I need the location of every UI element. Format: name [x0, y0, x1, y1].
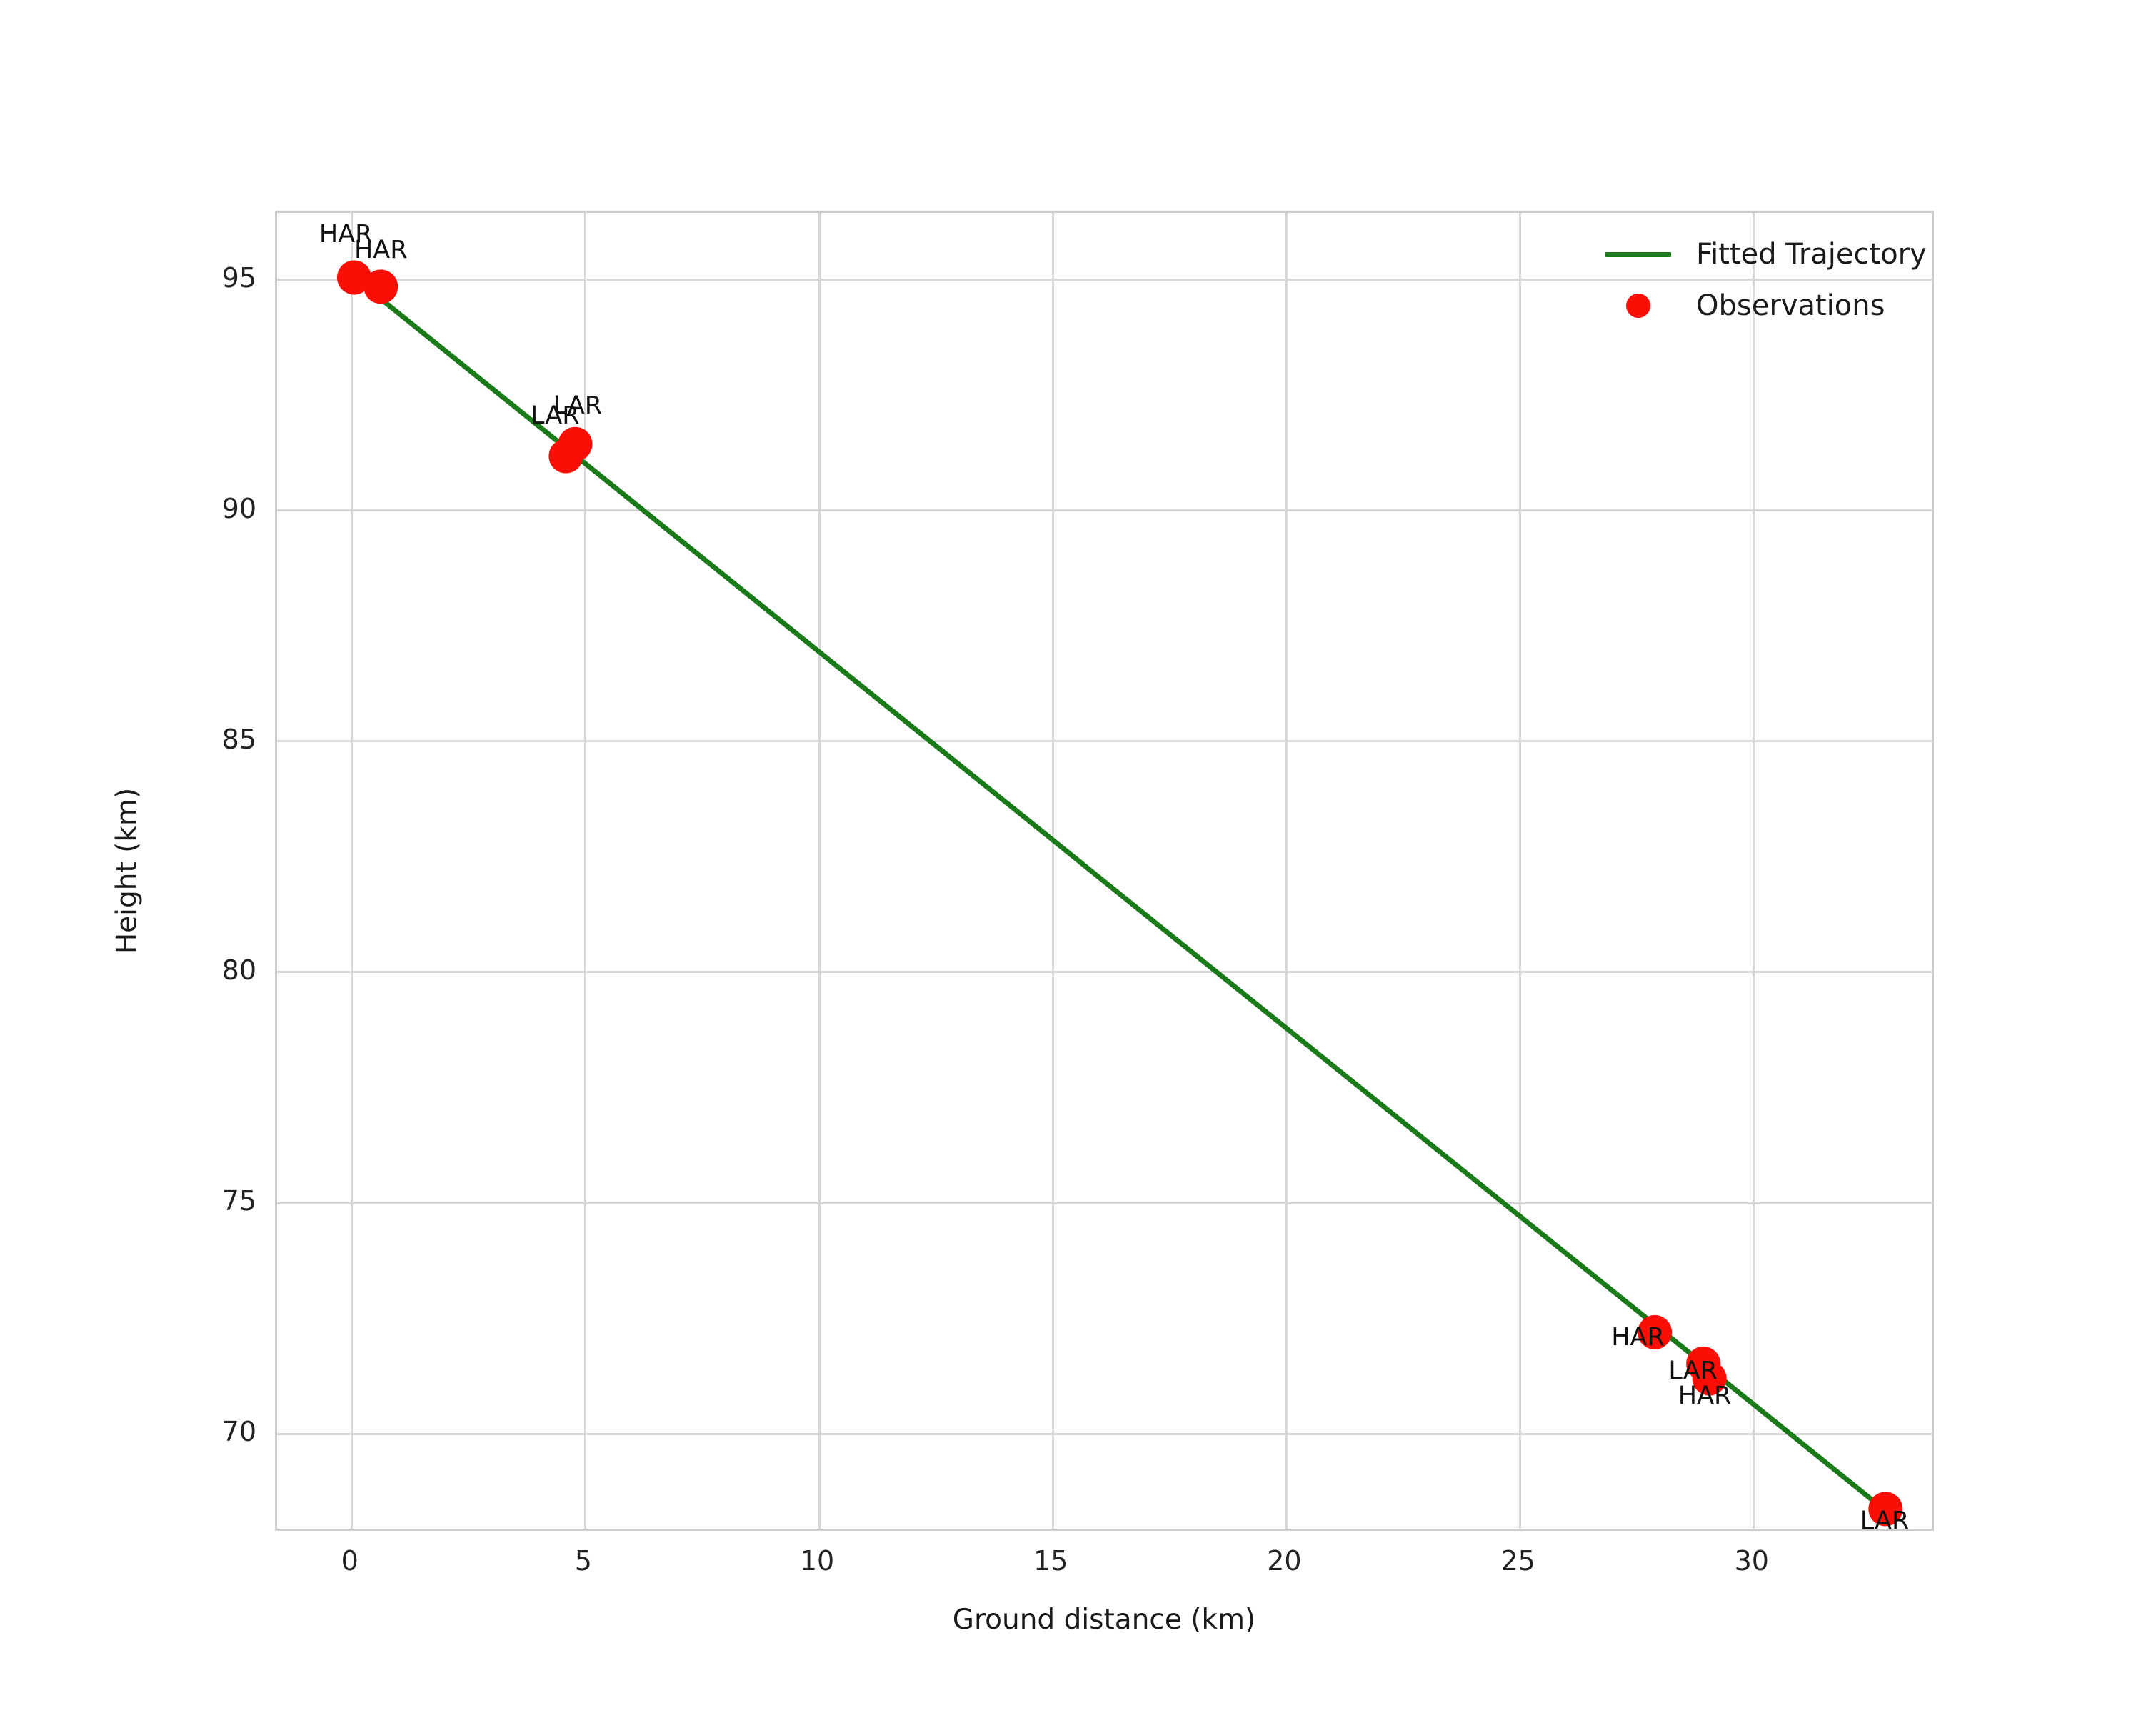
legend-item[interactable]: Fitted Trajectory: [1596, 235, 1932, 274]
observation-point: [336, 260, 371, 295]
x-tick-label: 10: [799, 1545, 835, 1577]
data-series-layer: [336, 260, 1903, 1527]
gridline-vertical: [351, 213, 354, 1529]
plot-area: HAR HAR LAR LAR HAR LAR HAR LAR: [275, 211, 1934, 1535]
observation-point: [1692, 1361, 1727, 1396]
gridline-horizontal: [277, 971, 1932, 974]
gridline-horizontal: [277, 279, 1932, 281]
chart-legend: Fitted Trajectory Observations: [1596, 232, 1932, 328]
legend-line-swatch: [1605, 251, 1671, 257]
y-tick-label: 95: [221, 261, 256, 294]
gridline-vertical: [818, 213, 821, 1529]
x-tick-label: 5: [574, 1545, 592, 1577]
gridline-horizontal: [277, 1432, 1932, 1435]
legend-label: Fitted Trajectory: [1696, 238, 1927, 271]
gridline-vertical: [1519, 213, 1522, 1529]
x-tick-label: 25: [1500, 1545, 1535, 1577]
x-axis-title: Ground distance (km): [952, 1604, 1256, 1636]
legend-marker-swatch: [1626, 294, 1650, 318]
y-tick-label: 85: [221, 723, 256, 755]
y-tick-label: 75: [221, 1185, 256, 1217]
observation-point: [1868, 1492, 1903, 1527]
legend-marker-handle: [1596, 294, 1680, 318]
x-tick-label: 15: [1033, 1545, 1068, 1577]
gridline-horizontal: [277, 740, 1932, 743]
observation-point: [548, 439, 583, 474]
observation-point: [363, 269, 398, 304]
legend-line-handle: [1596, 251, 1680, 257]
gridline-vertical: [1285, 213, 1288, 1529]
gridline-horizontal: [277, 1202, 1932, 1204]
y-tick-label: 90: [221, 492, 256, 524]
y-tick-label: 70: [221, 1416, 256, 1448]
x-tick-label: 0: [341, 1545, 359, 1577]
gridline-horizontal: [277, 509, 1932, 512]
legend-label: Observations: [1696, 289, 1885, 322]
fitted-trajectory-line: [351, 274, 1887, 1513]
y-axis-title: Height (km): [111, 787, 144, 954]
gridline-vertical: [1753, 213, 1755, 1529]
gridline-vertical: [1051, 213, 1054, 1529]
x-tick-label: 30: [1734, 1545, 1769, 1577]
legend-item[interactable]: Observations: [1596, 286, 1932, 325]
observation-point: [1638, 1314, 1673, 1349]
y-tick-label: 80: [221, 954, 256, 986]
x-tick-label: 20: [1267, 1545, 1302, 1577]
gridline-vertical: [584, 213, 587, 1529]
